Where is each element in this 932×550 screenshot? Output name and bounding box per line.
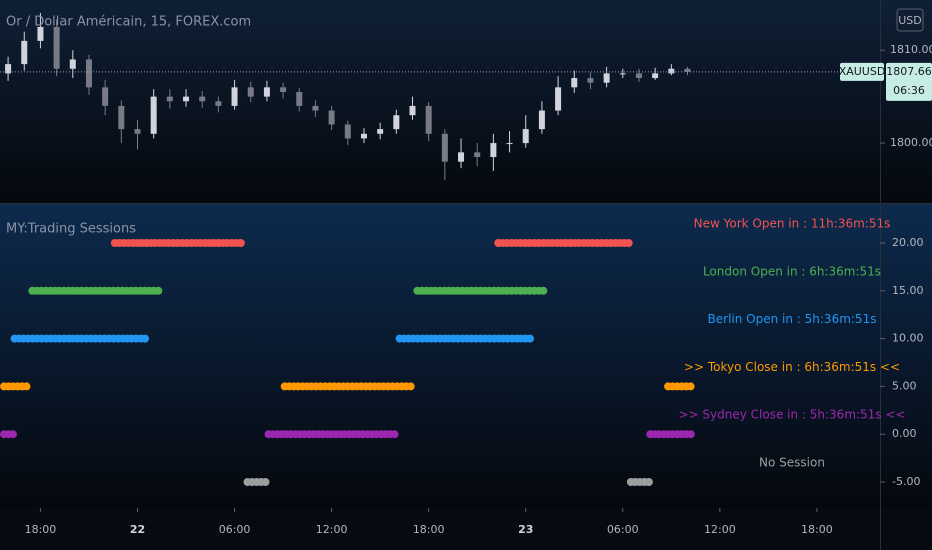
symbol-label: XAUUSD: [839, 65, 886, 78]
x-tick-label: 06:00: [219, 523, 251, 536]
candle-body: [522, 129, 529, 144]
price-box: [886, 62, 932, 101]
candle-body: [280, 87, 287, 92]
x-tick-label: 06:00: [607, 523, 639, 536]
x-tick-label: 18:00: [25, 523, 57, 536]
candle-body: [490, 143, 497, 158]
x-tick-label: 18:00: [801, 523, 833, 536]
candle-body: [587, 78, 594, 83]
session-label: No Session: [759, 455, 825, 469]
candle-body: [21, 40, 28, 65]
countdown: 06:36: [893, 84, 925, 97]
session-label: >> Sydney Close in : 5h:36m:51s <<: [678, 408, 905, 422]
candle-body: [538, 110, 545, 130]
candle-body: [118, 105, 125, 130]
x-tick-label: 22: [130, 523, 145, 536]
indicator-title: MY:Trading Sessions: [6, 222, 136, 237]
candle-body: [296, 91, 303, 106]
candle-body: [328, 110, 335, 125]
candle-body: [344, 124, 351, 139]
session-label: London Open in : 6h:36m:51s: [703, 264, 881, 278]
candle-body: [37, 26, 44, 41]
candle-body: [555, 87, 562, 111]
candle-body: [635, 73, 642, 79]
y-tick-label: 10.00: [892, 332, 924, 345]
candle-body: [85, 59, 92, 88]
candle-body: [183, 96, 190, 102]
candle-body: [377, 129, 384, 134]
candle-body: [312, 105, 319, 111]
y-tick-label: -5.00: [892, 475, 920, 488]
x-tick-label: 23: [518, 523, 533, 536]
session-label: >> Tokyo Close in : 6h:36m:51s <<: [684, 360, 900, 374]
candle-body: [425, 105, 432, 134]
time-axis: [0, 508, 932, 550]
currency-box[interactable]: [896, 8, 924, 32]
candle-body: [506, 143, 513, 145]
indicator-pane: [0, 204, 932, 508]
y-tick-label: 20.00: [892, 236, 924, 249]
y-tick-label: 1810.00: [890, 43, 932, 56]
candle-body: [199, 96, 206, 102]
candle-body: [231, 87, 238, 106]
candle-body: [102, 87, 109, 106]
candle-body: [263, 87, 270, 97]
x-tick-label: 12:00: [316, 523, 348, 536]
candle-body: [393, 115, 400, 130]
candle-body: [619, 73, 626, 75]
candle-body: [603, 73, 610, 83]
symbol-title: Or / Dollar Américain, 15, FOREX.com: [6, 15, 251, 30]
candle-body: [668, 68, 675, 74]
candle-body: [150, 96, 157, 134]
candle-body: [684, 68, 691, 72]
candle-body: [5, 64, 12, 74]
x-tick-label: 12:00: [704, 523, 736, 536]
candle-body: [360, 133, 367, 139]
candle-body: [247, 87, 254, 97]
x-tick-label: 18:00: [413, 523, 445, 536]
candle-body: [458, 152, 465, 162]
candle-body: [571, 78, 578, 88]
candle-body: [652, 73, 659, 79]
symbol-box: [840, 62, 884, 81]
candle-body: [474, 152, 481, 158]
candle-body: [215, 101, 222, 106]
session-label: Berlin Open in : 5h:36m:51s: [708, 312, 877, 326]
last-price: 1807.66: [886, 65, 932, 78]
candle-body: [69, 59, 76, 69]
currency[interactable]: USD: [898, 14, 922, 27]
y-tick-label: 5.00: [892, 379, 917, 392]
candle-body: [409, 105, 416, 116]
session-label: New York Open in : 11h:36m:51s: [694, 217, 891, 231]
y-tick-label: 1800.00: [890, 136, 932, 149]
price-pane: [0, 0, 932, 203]
candle-body: [134, 129, 141, 134]
chart-layer: 1800.00 1810.00 XAUUSD 1807.66 06:36 20.00 15.…: [0, 13, 932, 536]
y-tick-label: 15.00: [892, 284, 924, 297]
candle-body: [166, 96, 173, 102]
y-tick-label: 0.00: [892, 427, 917, 440]
candle-body: [441, 133, 448, 162]
candle-body: [53, 26, 60, 69]
